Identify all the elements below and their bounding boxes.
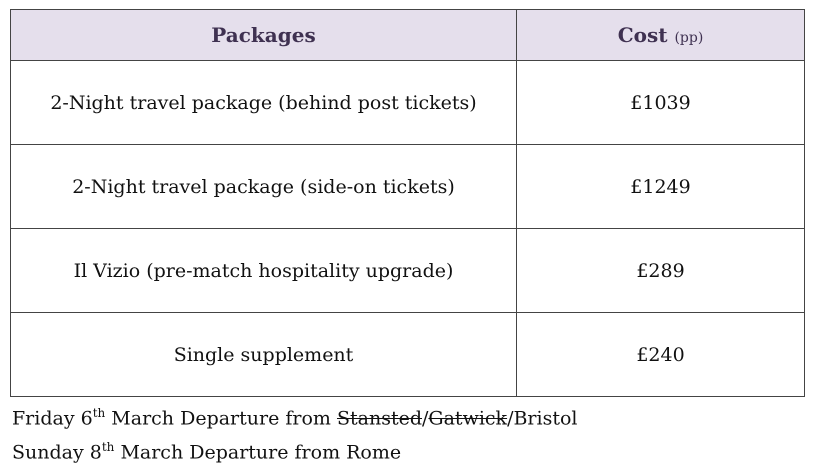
header-row: Packages Cost (pp): [10, 9, 805, 61]
departure-notes: Friday 6th March Departure from Stansted…: [12, 399, 578, 468]
struck-airport: Gatwick: [428, 407, 508, 430]
cost-unit: (pp): [674, 30, 704, 46]
text: March Departure from Rome: [114, 441, 402, 464]
departure-line-friday: Friday 6th March Departure from Stansted…: [12, 399, 578, 433]
separator: /: [507, 407, 514, 430]
table-row: 2-Night travel package (side-on tickets)…: [10, 144, 805, 229]
ordinal: th: [101, 440, 115, 455]
package-cost: £240: [516, 312, 805, 397]
cost-header-label: Cost: [617, 23, 668, 47]
separator: /: [422, 407, 429, 430]
cost-header: Cost (pp): [516, 9, 805, 61]
struck-airport: Stansted: [337, 407, 423, 430]
package-cost: £289: [516, 228, 805, 313]
table-row: 2-Night travel package (behind post tick…: [10, 60, 805, 145]
ordinal: th: [92, 406, 106, 420]
packages-table: Packages Cost (pp) 2-Night travel packag…: [10, 9, 805, 397]
package-name: Single supplement: [10, 312, 517, 397]
package-name: 2-Night travel package (side-on tickets): [10, 144, 517, 229]
package-cost: £1249: [516, 144, 805, 229]
airport: Bristol: [513, 407, 578, 430]
package-cost: £1039: [516, 60, 805, 145]
day: Friday 6: [12, 407, 93, 430]
departure-line-sunday: Sunday 8th March Departure from Rome: [12, 433, 578, 467]
day: Sunday 8: [12, 441, 102, 464]
package-name: 2-Night travel package (behind post tick…: [10, 60, 517, 145]
packages-header: Packages: [10, 9, 517, 61]
text: March Departure from: [105, 407, 337, 430]
table-row: Il Vizio (pre-match hospitality upgrade)…: [10, 228, 805, 313]
package-name: Il Vizio (pre-match hospitality upgrade): [10, 228, 517, 313]
table-row: Single supplement £240: [10, 312, 805, 397]
